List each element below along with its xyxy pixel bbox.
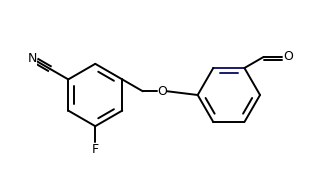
Text: N: N [28,52,37,65]
Text: F: F [92,142,99,156]
Text: O: O [157,85,167,98]
Text: O: O [283,50,293,63]
